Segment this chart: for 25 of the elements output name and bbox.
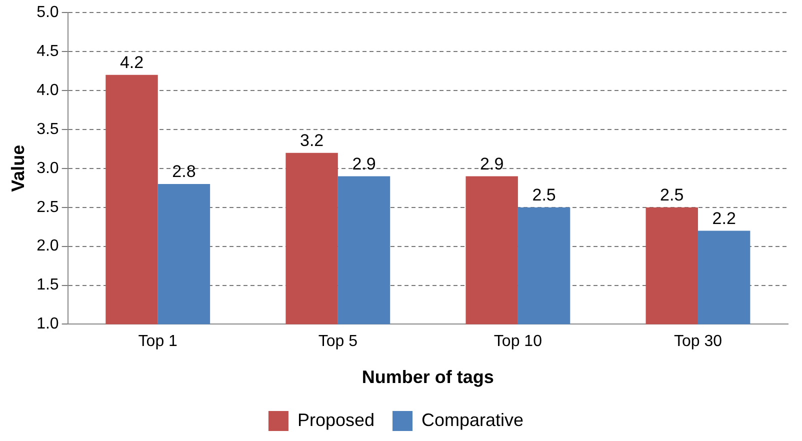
data-label: 2.9 bbox=[480, 154, 504, 174]
y-tick-label: 3.0 bbox=[36, 160, 59, 177]
y-tick-label: 4.5 bbox=[36, 42, 59, 60]
data-label: 2.8 bbox=[172, 162, 196, 182]
y-tick-label: 2.5 bbox=[36, 198, 59, 216]
legend-label: Proposed bbox=[297, 410, 375, 430]
data-label: 3.2 bbox=[300, 131, 324, 150]
x-tick-label: Top 5 bbox=[318, 333, 358, 350]
x-axis-title: Number of tags bbox=[362, 367, 494, 388]
y-axis-title: Value bbox=[8, 144, 28, 192]
x-tick-label: Top 1 bbox=[138, 333, 178, 350]
y-tick-label: 1.0 bbox=[36, 316, 59, 333]
data-label: 4.2 bbox=[120, 53, 144, 72]
y-tick-label: 2.0 bbox=[36, 238, 59, 255]
x-tick-label: Top 10 bbox=[494, 333, 542, 350]
y-tick-label: 1.5 bbox=[36, 276, 59, 294]
data-label: 2.9 bbox=[352, 154, 376, 174]
legend-label: Comparative bbox=[422, 410, 524, 430]
data-label: 2.2 bbox=[712, 208, 736, 228]
data-label: 2.5 bbox=[532, 186, 556, 205]
data-label: 2.5 bbox=[660, 186, 684, 205]
x-tick-label: Top 30 bbox=[674, 333, 722, 350]
y-tick-label: 3.5 bbox=[36, 120, 59, 138]
y-tick-label: 4.0 bbox=[36, 82, 59, 99]
y-tick-label: 5.0 bbox=[36, 4, 59, 22]
